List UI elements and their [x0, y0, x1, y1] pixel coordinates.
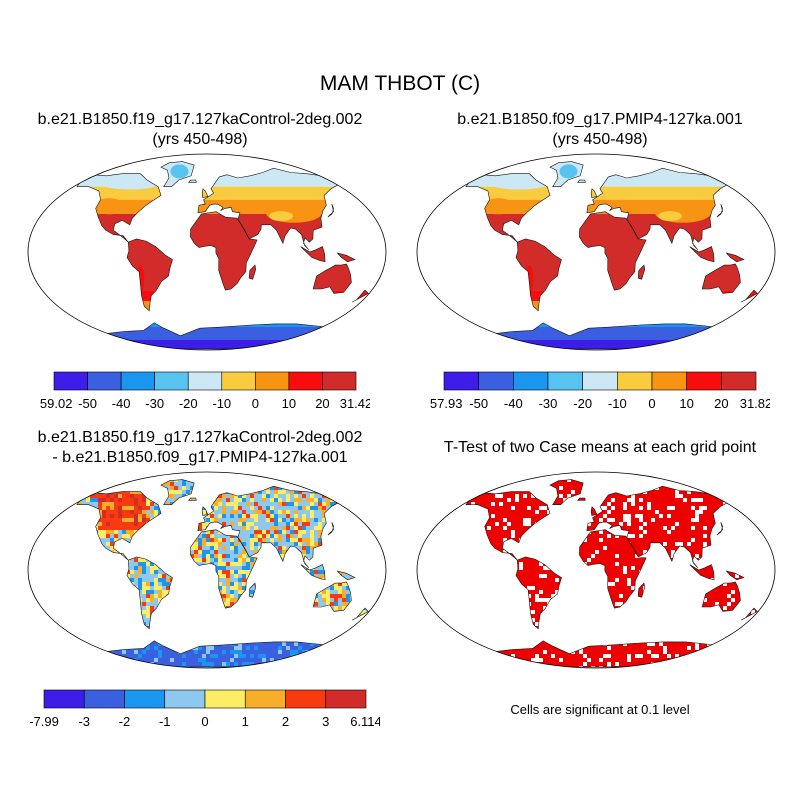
panel-3-colorbar-label: -2 — [119, 714, 131, 729]
panel-2-colorbar-label: 31.82 — [740, 396, 770, 411]
panel-2-colorbar-label: -30 — [539, 396, 558, 411]
panel-2-title: b.e21.B1850.f09_g17.PMIP4-127ka.001 (yrs… — [400, 110, 800, 150]
panel-3-colorbar-swatch — [84, 690, 124, 708]
panel-3-colorbar-swatch — [286, 690, 326, 708]
panel-2-colorbar-label: 0 — [648, 396, 655, 411]
panel-1-colorbar-swatch — [155, 372, 189, 390]
panel-1-colorbar-label: -50 — [78, 396, 97, 411]
panel-2-colorbar-swatch — [617, 372, 652, 390]
panel-3-colorbar-label: -3 — [78, 714, 90, 729]
panel-3-colorbar-label: -1 — [159, 714, 171, 729]
panel-2-colorbar-swatch — [583, 372, 618, 390]
panel-3-colorbar-swatch — [245, 690, 285, 708]
panel-1-colorbar: -59.02 -50 -40 -30 -20 -10 0 10 20 31.42 — [40, 370, 370, 418]
panel-2-colorbar-swatch — [548, 372, 583, 390]
panel-2-colorbar-swatch — [652, 372, 687, 390]
panel-1-colorbar-label: 20 — [315, 396, 329, 411]
panel-1-colorbar-label: 0 — [252, 396, 259, 411]
panel-2-colorbar-swatch — [479, 372, 514, 390]
panel-2-colorbar-swatch — [687, 372, 722, 390]
panel-2-colorbar-swatch — [721, 372, 756, 390]
main-title: MAM THBOT (C) — [0, 72, 800, 96]
panel-2-colorbar: -57.93 -50 -40 -30 -20 -10 0 10 20 31.82 — [430, 370, 770, 418]
panel-3-colorbar-label: 0 — [201, 714, 208, 729]
panel-1-colorbar-swatch — [54, 372, 88, 390]
panel-4-title: T-Test of two Case means at each grid po… — [400, 438, 800, 458]
panel-2-colorbar-swatch — [444, 372, 479, 390]
panel-2-colorbar-swatch — [513, 372, 548, 390]
panel-1-colorbar-swatch — [121, 372, 155, 390]
panel-3-colorbar-label: -7.99 — [30, 714, 59, 729]
panel-2-colorbar-label: -20 — [573, 396, 592, 411]
panel-3-colorbar-label: 1 — [242, 714, 249, 729]
panel-2-map — [415, 152, 777, 352]
panel-3-colorbar-swatch — [125, 690, 165, 708]
panel-1-map — [26, 152, 388, 352]
panel-2-colorbar-label: -50 — [469, 396, 488, 411]
panel-1-colorbar-swatch — [255, 372, 289, 390]
panel-4-map — [415, 470, 777, 670]
panel-4-title-line-1: T-Test of two Case means at each grid po… — [400, 438, 800, 458]
panel-3-colorbar: -7.99 -3 -2 -1 0 1 2 3 6.114 — [30, 688, 380, 736]
panel-2-title-line-1: b.e21.B1850.f09_g17.PMIP4-127ka.001 — [400, 110, 800, 130]
panel-1-title-line-2: (yrs 450-498) — [0, 130, 400, 150]
panel-2-colorbar-label: -40 — [504, 396, 523, 411]
panel-1-colorbar-label: 10 — [282, 396, 296, 411]
panel-2-colorbar-label: 20 — [714, 396, 728, 411]
panel-1-colorbar-label: -40 — [112, 396, 131, 411]
significance-note: Cells are significant at 0.1 level — [400, 702, 800, 717]
panel-3-title-line-1: b.e21.B1850.f19_g17.127kaControl-2deg.00… — [0, 428, 400, 448]
panel-1-title-line-1: b.e21.B1850.f19_g17.127kaControl-2deg.00… — [0, 110, 400, 130]
panel-3-colorbar-label: 2 — [282, 714, 289, 729]
panel-1-colorbar-swatch — [322, 372, 356, 390]
panel-3-colorbar-swatch — [44, 690, 84, 708]
panel-2-title-line-2: (yrs 450-498) — [400, 130, 800, 150]
panel-3-colorbar-label: 6.114 — [350, 714, 380, 729]
panel-1-colorbar-swatch — [188, 372, 222, 390]
panel-3-title: b.e21.B1850.f19_g17.127kaControl-2deg.00… — [0, 428, 400, 468]
panel-1-colorbar-label: 31.42 — [340, 396, 370, 411]
panel-2-colorbar-label: -57.93 — [430, 396, 462, 411]
panel-3-colorbar-label: 3 — [322, 714, 329, 729]
panel-1-colorbar-label: -10 — [212, 396, 231, 411]
panel-3-colorbar-swatch — [326, 690, 366, 708]
panel-1-title: b.e21.B1850.f19_g17.127kaControl-2deg.00… — [0, 110, 400, 150]
panel-3-colorbar-swatch — [165, 690, 205, 708]
panel-3-colorbar-swatch — [205, 690, 245, 708]
panel-1-colorbar-label: -30 — [145, 396, 164, 411]
panel-1-colorbar-swatch — [88, 372, 122, 390]
panel-1-colorbar-label: -20 — [179, 396, 198, 411]
panel-1-colorbar-swatch — [222, 372, 256, 390]
panel-1-colorbar-swatch — [289, 372, 323, 390]
panel-1-colorbar-label: -59.02 — [40, 396, 72, 411]
panel-2-colorbar-label: -10 — [608, 396, 627, 411]
panel-3-map — [26, 470, 388, 670]
panel-2-colorbar-label: 10 — [679, 396, 693, 411]
panel-3-title-line-2: - b.e21.B1850.f09_g17.PMIP4-127ka.001 — [0, 448, 400, 468]
